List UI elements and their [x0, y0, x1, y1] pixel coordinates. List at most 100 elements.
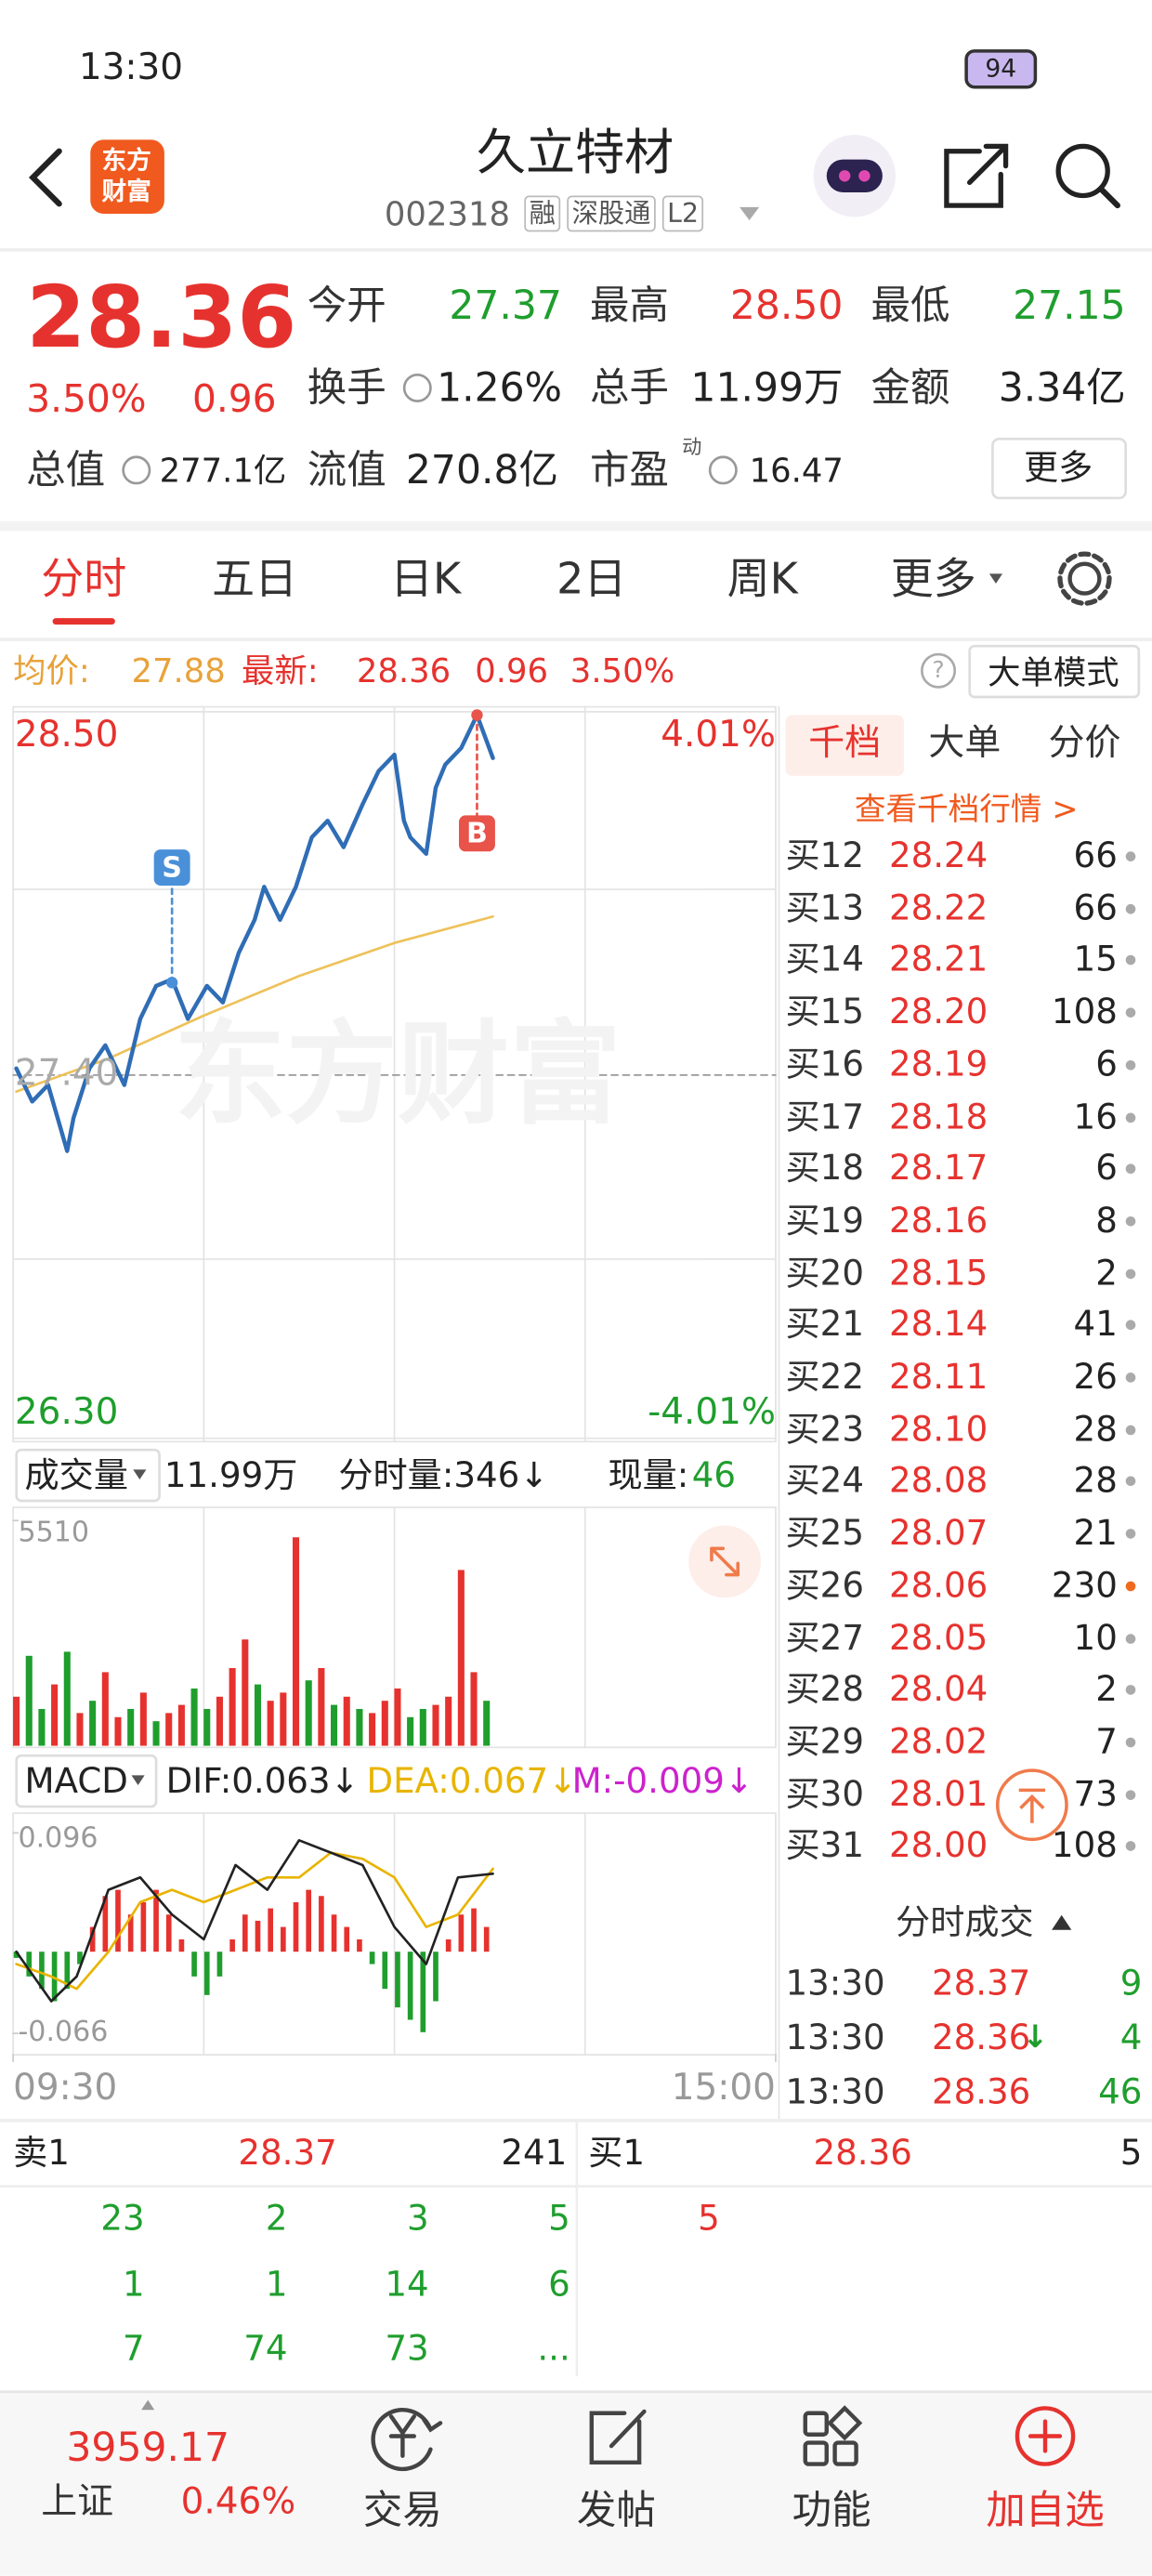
chart-tab[interactable]: 更多 [890, 555, 976, 605]
macd-bar [203, 1952, 210, 1995]
book-level: 买19 [785, 1200, 864, 1241]
nav-icons [371, 2405, 863, 2472]
macd-bar [268, 1908, 273, 1952]
help-icon[interactable] [921, 652, 957, 689]
marker-dot [471, 709, 483, 721]
bottom-nav [0, 2391, 1152, 2576]
book-price: 28.14 [888, 1305, 988, 1345]
book-dot [1125, 1633, 1136, 1644]
book-volume: 2 [1095, 1669, 1118, 1710]
trade-price: 28.36 [931, 2071, 1031, 2112]
macd-bar [369, 1952, 375, 1965]
book-level: 买26 [785, 1565, 864, 1605]
stat-label: 最高 [590, 283, 669, 329]
macd-dif: DIF:0.063↓ [165, 1761, 360, 1801]
trades-title: 分时成交 [896, 1902, 1034, 1942]
volume-period: 分时量:346↓ [338, 1455, 549, 1495]
book-volume: 8 [1095, 1200, 1118, 1241]
macd-bar [306, 1889, 312, 1952]
tab-dropdown [988, 573, 1003, 584]
add-watch-icon[interactable] [1015, 2406, 1076, 2466]
change-percent: 3.50% [26, 378, 147, 422]
macd-bar [483, 1926, 490, 1952]
indicator-selector[interactable] [15, 1754, 158, 1808]
macd-label[interactable]: MACD [24, 1761, 128, 1801]
volume-bar [356, 1708, 363, 1746]
sell-queue: ... [537, 2328, 570, 2369]
sell-queue: 5 [548, 2198, 570, 2239]
book-price: 28.19 [888, 1044, 988, 1084]
trade-time: 13:30 [785, 1963, 885, 2004]
book-level: 买14 [785, 940, 864, 980]
macd-bar [13, 1952, 20, 1958]
stat-value: 270.8亿 [405, 447, 558, 493]
status-time: 13:30 [78, 47, 184, 89]
nav-item[interactable]: 交易 [362, 2487, 442, 2533]
chart-tab[interactable]: 周K [727, 555, 798, 605]
active-book-tab[interactable] [785, 715, 904, 776]
settings-icon[interactable] [1067, 561, 1102, 596]
index-toggle[interactable] [141, 2399, 155, 2411]
more-button[interactable] [991, 437, 1128, 500]
marker-label: S [162, 851, 182, 886]
collapse-icon[interactable] [1052, 1914, 1072, 1930]
trade-price: 28.37 [931, 1963, 1031, 2004]
stat-value: 277.1亿 [159, 450, 287, 491]
macd-bar [281, 1926, 286, 1952]
y-tick-label: 26.30 [14, 1392, 119, 1434]
back-button[interactable] [29, 148, 62, 207]
more-button-label[interactable]: 更多 [1024, 448, 1093, 488]
change-amount: 0.96 [191, 378, 277, 422]
book-level: 买25 [785, 1513, 864, 1553]
sell-queue: 23 [100, 2198, 145, 2239]
volume-label[interactable]: 成交量 [24, 1455, 128, 1495]
scroll-top-button[interactable] [995, 1768, 1068, 1842]
nav-item[interactable]: 功能 [792, 2487, 871, 2533]
book-volume: 7 [1095, 1721, 1118, 1762]
mode-button[interactable] [968, 644, 1141, 699]
book-volume: 15 [1073, 940, 1118, 980]
stock-tag: L2 [661, 195, 704, 232]
stat-value: 3.34亿 [998, 364, 1126, 412]
book-tab[interactable]: 千档 [808, 723, 882, 765]
book-level: 买20 [785, 1253, 864, 1293]
y-tick-label: -0.066 [18, 2016, 109, 2049]
chart-tab[interactable]: 五日 [212, 555, 298, 605]
volume-bar [203, 1708, 211, 1746]
book-rows: 买12 28.24 66 买13 28.22 66 买14 28.21 15 买15 28.20 10… [782, 830, 1152, 1886]
mode-button-label[interactable]: 大单模式 [988, 652, 1119, 692]
book-tab[interactable]: 大单 [928, 723, 1001, 765]
macd-bar [127, 1914, 134, 1952]
chart-tab[interactable]: 分时 [41, 555, 127, 605]
sell-queue: 1 [265, 2264, 288, 2305]
volume-bar [331, 1704, 338, 1746]
book-dot [1125, 1685, 1136, 1696]
book-dot [1125, 1373, 1136, 1383]
book-dot [1125, 1216, 1136, 1227]
stat-label: 总值 [26, 447, 106, 493]
volume-bar [432, 1704, 439, 1746]
volume-selector[interactable] [15, 1448, 161, 1503]
volume-bar [419, 1708, 426, 1746]
y-tick-label: 27.40 [14, 1053, 119, 1096]
nav-item[interactable]: 发帖 [576, 2487, 656, 2533]
book-link[interactable]: 查看千档行情 > [854, 791, 1079, 828]
scroll-top-icon [1018, 1788, 1046, 1823]
book-price: 28.11 [888, 1357, 988, 1397]
volume-bar [139, 1692, 147, 1746]
volume-bar [445, 1696, 452, 1746]
nav-item[interactable]: 加自选 [986, 2487, 1105, 2533]
share-icon[interactable] [944, 143, 1009, 208]
chart-tab[interactable]: 日K [390, 555, 462, 605]
volume-bar [127, 1708, 135, 1746]
index-value[interactable]: 3959.17 [66, 2425, 229, 2471]
trade-marker [458, 709, 495, 852]
chart-tab[interactable]: 2日 [556, 555, 627, 605]
book-tab[interactable]: 分价 [1048, 723, 1121, 765]
volume-bar [229, 1668, 236, 1746]
sell-queue: 74 [243, 2328, 288, 2369]
buy-queue: 5 [698, 2198, 720, 2239]
book-volume: 28 [1073, 1409, 1118, 1449]
volume-bar [381, 1701, 388, 1746]
search-icon[interactable] [1055, 143, 1110, 199]
